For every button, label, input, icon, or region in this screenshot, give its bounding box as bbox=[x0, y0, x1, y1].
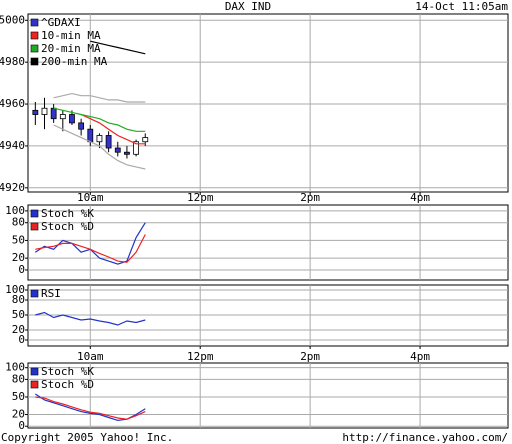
x-tick-label: 2pm bbox=[300, 191, 320, 204]
legend-label: 20-min MA bbox=[41, 42, 101, 55]
legend-swatch bbox=[30, 222, 39, 231]
x-tick-label: 4pm bbox=[410, 350, 430, 363]
legend-label: RSI bbox=[41, 287, 61, 300]
candle-body bbox=[124, 151, 130, 155]
candle-body bbox=[32, 109, 39, 115]
copyright: Copyright 2005 Yahoo! Inc. bbox=[1, 431, 173, 444]
y-tick-label: 4940 bbox=[0, 139, 25, 152]
series-line bbox=[53, 92, 146, 103]
legend-swatch bbox=[30, 367, 39, 376]
legend-swatch bbox=[30, 44, 39, 53]
x-tick-label: 12pm bbox=[187, 350, 214, 363]
legend-label: Stoch %D bbox=[41, 220, 94, 233]
candle-body bbox=[87, 128, 94, 143]
candle-body bbox=[69, 114, 75, 124]
plot-frame bbox=[27, 204, 509, 281]
y-tick-label: 4920 bbox=[0, 181, 25, 194]
series-line bbox=[53, 124, 146, 170]
legend-label: Stoch %K bbox=[41, 207, 94, 220]
y-tick-label: 80 bbox=[12, 216, 25, 229]
legend-swatch bbox=[30, 31, 39, 40]
legend-swatch bbox=[30, 18, 39, 27]
legend-label: 10-min MA bbox=[41, 29, 101, 42]
series-line bbox=[35, 234, 146, 263]
x-tick-label: 12pm bbox=[187, 191, 214, 204]
y-tick-label: 5000 bbox=[0, 13, 25, 26]
source-url: http://finance.yahoo.com/ bbox=[342, 431, 508, 444]
x-tick-label: 10am bbox=[77, 350, 104, 363]
y-tick-label: 0 bbox=[18, 333, 25, 346]
y-tick-label: 4960 bbox=[0, 97, 25, 110]
y-tick-label: 50 bbox=[12, 308, 25, 321]
legend-label: Stoch %K bbox=[41, 365, 94, 378]
y-tick-label: 100 bbox=[5, 204, 25, 217]
candle-body bbox=[96, 135, 103, 143]
y-tick-label: 50 bbox=[12, 390, 25, 403]
series-line bbox=[80, 113, 146, 145]
legend-label: 200-min MA bbox=[41, 55, 108, 68]
candle-body bbox=[59, 114, 66, 120]
candle-body bbox=[133, 141, 139, 155]
x-tick-label: 2pm bbox=[300, 350, 320, 363]
chart-title: DAX IND bbox=[225, 0, 271, 13]
y-tick-label: 20 bbox=[12, 323, 25, 336]
y-tick-label: 80 bbox=[12, 372, 25, 385]
series-line bbox=[35, 311, 146, 326]
y-tick-label: 0 bbox=[18, 263, 25, 276]
y-tick-label: 50 bbox=[12, 233, 25, 246]
series-line bbox=[35, 396, 146, 420]
y-tick-label: 4980 bbox=[0, 55, 25, 68]
legend-swatch bbox=[30, 57, 39, 66]
y-tick-label: 0 bbox=[18, 419, 25, 432]
legend-label: ^GDAXI bbox=[41, 16, 81, 29]
x-tick-label: 4pm bbox=[410, 191, 430, 204]
x-tick-label: 10am bbox=[77, 191, 104, 204]
legend-label: Stoch %D bbox=[41, 378, 94, 391]
candle-body bbox=[105, 135, 112, 149]
plot-frame bbox=[27, 13, 509, 193]
y-tick-label: 100 bbox=[5, 361, 25, 374]
series-line bbox=[90, 40, 146, 55]
y-tick-label: 20 bbox=[12, 251, 25, 264]
candle-body bbox=[41, 107, 48, 115]
candle-body bbox=[114, 147, 121, 153]
y-tick-label: 80 bbox=[12, 293, 25, 306]
series-line bbox=[53, 107, 146, 132]
legend-swatch bbox=[30, 289, 39, 298]
legend-swatch bbox=[30, 380, 39, 389]
candle-body bbox=[50, 107, 57, 120]
plot-frame bbox=[27, 362, 509, 429]
y-tick-label: 20 bbox=[12, 408, 25, 421]
legend-swatch bbox=[30, 209, 39, 218]
timestamp: 14-Oct 11:05am bbox=[415, 0, 508, 13]
candle-body bbox=[142, 137, 149, 143]
y-tick-label: 100 bbox=[5, 283, 25, 296]
candle-body bbox=[78, 122, 85, 130]
